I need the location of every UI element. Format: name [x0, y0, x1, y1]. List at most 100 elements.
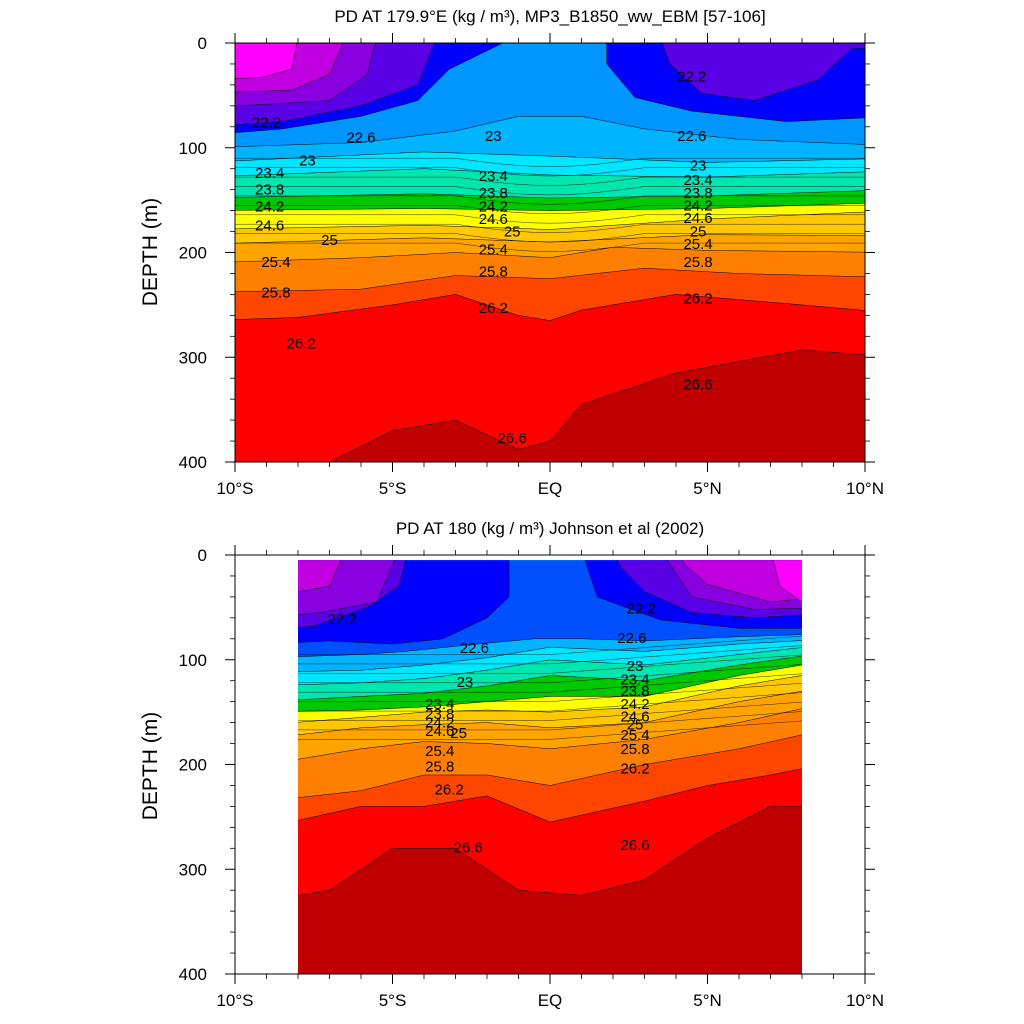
- bottom-y-tick-label: 0: [198, 546, 207, 565]
- bottom-contour-line: [298, 664, 802, 683]
- bottom-x-tick-label: EQ: [538, 991, 563, 1010]
- top-contour-label: 25.4: [683, 236, 712, 253]
- top-contour-label: 25: [504, 224, 521, 241]
- top-x-tick-label: 10°S: [216, 479, 253, 498]
- top-x-tick-label: 5°S: [379, 479, 407, 498]
- top-contour-label: 24.2: [683, 197, 712, 214]
- bottom-contour-line: [298, 683, 802, 702]
- bottom-filled-contours: [298, 560, 802, 974]
- top-y-axis-title: DEPTH (m): [139, 198, 162, 307]
- bottom-contour-lines: [298, 635, 802, 740]
- top-contour-label: 25.4: [479, 241, 508, 258]
- top-contour-label: 23: [299, 152, 316, 169]
- top-contour-line: [235, 233, 865, 243]
- top-contour-label: 26.6: [683, 377, 712, 394]
- top-contour-line: [235, 158, 865, 167]
- top-contour-label: 23.8: [683, 185, 712, 202]
- top-panel-title: PD AT 179.9°E (kg / m³), MP3_B1850_ww_EB…: [334, 7, 765, 26]
- bottom-y-tick-label: 200: [179, 756, 207, 775]
- bottom-y-axis-title: DEPTH (m): [139, 712, 162, 821]
- top-contour-label: 25.8: [261, 284, 290, 301]
- top-y-tick-label: 200: [179, 244, 207, 263]
- bottom-x-tick-label: 10°N: [846, 991, 884, 1010]
- top-contour-label: 25.8: [683, 254, 712, 271]
- top-contour-label: 25.4: [261, 254, 290, 271]
- top-contour-lines: [235, 158, 865, 252]
- top-x-tick-label: EQ: [538, 479, 563, 498]
- top-contour-label: 23.8: [479, 185, 508, 202]
- top-contour-line: [235, 195, 865, 205]
- bottom-contour-line: [298, 673, 802, 693]
- top-contour-line: [235, 176, 865, 186]
- bottom-contour-label: 23.8: [425, 706, 454, 723]
- bottom-band-purple-s: [298, 560, 342, 592]
- bottom-contour-line: [298, 645, 802, 665]
- bottom-x-tick-label: 10°S: [216, 991, 253, 1010]
- top-contour-label: 23.8: [255, 182, 284, 199]
- bottom-contour-line: [298, 701, 802, 721]
- bottom-contour-label: 25: [627, 717, 644, 734]
- bottom-contour-label: 23.4: [620, 672, 649, 689]
- top-contour-line: [235, 214, 865, 224]
- bottom-contour-label: 25: [450, 725, 467, 742]
- bottom-contour-label: 24.2: [620, 696, 649, 713]
- bottom-contour-label: 22.2: [627, 600, 656, 617]
- top-y-tick-label: 300: [179, 348, 207, 367]
- top-contour-label: 25: [690, 224, 707, 241]
- bottom-contour-label: 26.6: [620, 837, 649, 854]
- bottom-contour-label: 23: [627, 658, 644, 675]
- bottom-contour-line: [298, 692, 802, 712]
- top-contour-label: 26.2: [479, 300, 508, 317]
- panel-top: PD AT 179.9°E (kg / m³), MP3_B1850_ww_EB…: [139, 7, 884, 498]
- bottom-contour-label: 23.4: [425, 696, 454, 713]
- bottom-contour-label: 25.8: [620, 741, 649, 758]
- top-contour-label: 23: [690, 158, 707, 175]
- bottom-contour-line: [298, 635, 802, 655]
- top-contour-label: 23: [485, 128, 502, 145]
- top-y-tick-label: 0: [198, 34, 207, 53]
- top-contour-line: [235, 167, 865, 177]
- bottom-contour-line: [298, 711, 802, 731]
- bottom-contour-label: 24.2: [425, 715, 454, 732]
- top-band-indigo-n: [661, 43, 865, 101]
- top-contour-label: 24.2: [255, 198, 284, 215]
- bottom-contour-label: 26.2: [435, 782, 464, 799]
- top-contour-label: 24.6: [479, 211, 508, 228]
- top-contour-line: [235, 224, 865, 233]
- bottom-band-magenta-n: [772, 560, 802, 603]
- bottom-panel-title: PD AT 180 (kg / m³) Johnson et al (2002): [396, 519, 704, 538]
- bottom-y-tick-label: 100: [179, 651, 207, 670]
- bottom-contour-line: [298, 654, 802, 674]
- bottom-contour-label: 22.6: [460, 640, 489, 657]
- top-contour-labels: 22.222.62323.423.824.224.62525.425.826.2…: [252, 69, 713, 447]
- top-contour-label: 23.4: [683, 172, 712, 189]
- bottom-band-purple-n: [682, 560, 802, 603]
- top-x-tick-label: 10°N: [846, 479, 884, 498]
- top-x-tick-label: 5°N: [693, 479, 722, 498]
- top-contour-label: 23.4: [479, 168, 508, 185]
- top-filled-contours: [235, 43, 865, 462]
- bottom-y-tick-label: 400: [179, 965, 207, 984]
- panel-bottom: PD AT 180 (kg / m³) Johnson et al (2002)…: [139, 519, 884, 1010]
- bottom-contour-labels: 22.222.222.622.6232323.423.423.823.824.2…: [327, 600, 655, 856]
- top-contour-label: 26.2: [287, 336, 316, 353]
- top-contour-label: 25.8: [479, 263, 508, 280]
- bottom-contour-label: 26.2: [620, 761, 649, 778]
- top-plot-area: 22.222.62323.423.824.224.62525.425.826.2…: [179, 33, 884, 498]
- bottom-contour-label: 24.6: [425, 723, 454, 740]
- top-contour-label: 26.6: [498, 430, 527, 447]
- top-y-tick-label: 100: [179, 139, 207, 158]
- top-contour-line: [235, 242, 865, 252]
- bottom-contour-label: 23.8: [620, 683, 649, 700]
- top-axes: 10°S 5°S EQ 5°N 10°N 0 100 200 300 400: [179, 33, 884, 498]
- bottom-contour-label: 22.6: [617, 630, 646, 647]
- top-contour-line: [235, 205, 865, 214]
- top-contour-label: 22.6: [677, 128, 706, 145]
- bottom-contour-label: 22.2: [327, 611, 356, 628]
- top-contour-label: 22.2: [252, 115, 281, 132]
- bottom-y-tick-label: 300: [179, 860, 207, 879]
- top-contour-label: 24.2: [479, 198, 508, 215]
- bottom-contour-label: 25.4: [620, 727, 649, 744]
- top-contour-label: 25: [321, 232, 338, 249]
